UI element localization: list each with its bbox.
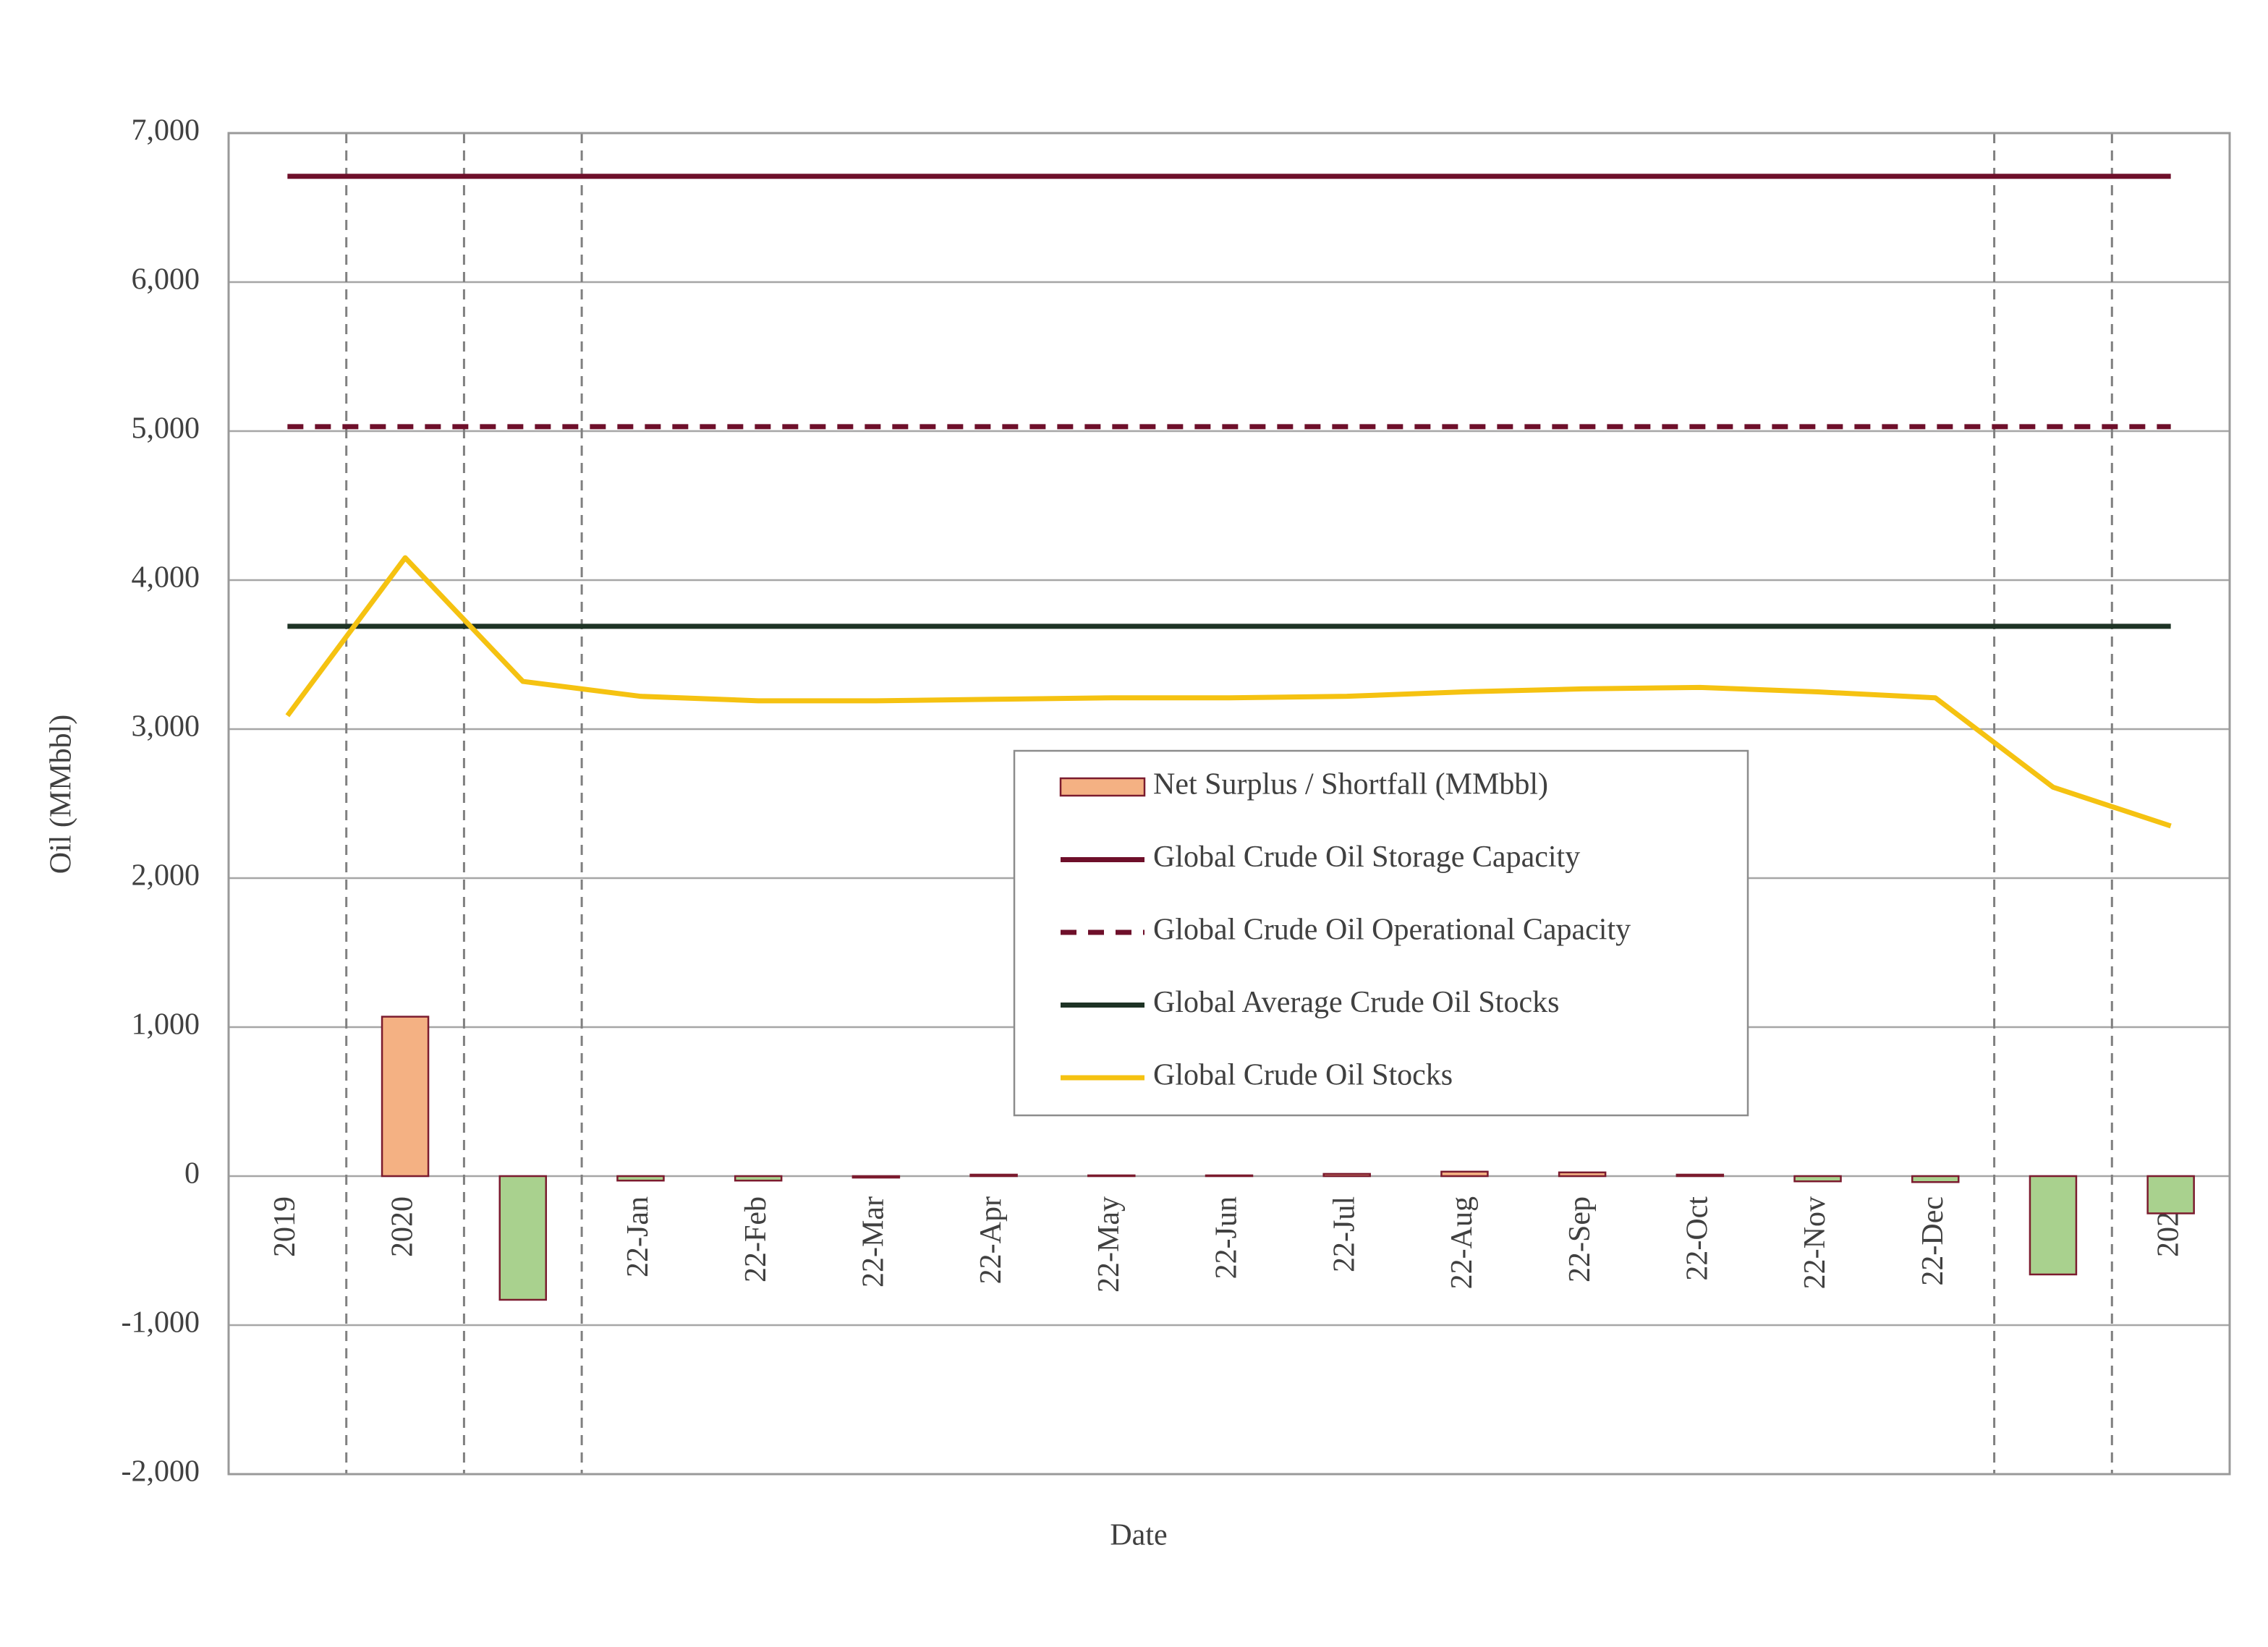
- bar: [1322, 1173, 1371, 1178]
- bar: [1205, 1174, 1254, 1178]
- y-tick-label: 4,000: [132, 561, 200, 595]
- x-tick-label: 22-Sep: [1563, 1196, 1597, 1282]
- y-tick-label: -1,000: [122, 1306, 200, 1340]
- bar: [2029, 1175, 2078, 1276]
- y-tick-label: 5,000: [132, 412, 200, 446]
- y-tick-label: 7,000: [132, 114, 200, 148]
- x-tick-label: 2020: [386, 1196, 420, 1257]
- bar: [616, 1175, 665, 1182]
- y-tick-label: 1,000: [132, 1008, 200, 1042]
- legend-box: [1013, 749, 1749, 1117]
- legend-label: Net Surplus / Shortfall (MMbbl): [1153, 768, 1548, 801]
- bar: [498, 1175, 548, 1301]
- legend-label: Global Crude Oil Storage Capacity: [1153, 840, 1580, 874]
- bar: [1558, 1171, 1607, 1178]
- bar: [1675, 1173, 1725, 1178]
- plot-frame: [227, 132, 2231, 1476]
- y-tick-label: -2,000: [122, 1455, 200, 1489]
- x-tick-label: 22-Dec: [1916, 1196, 1950, 1286]
- x-tick-label: 22-Jun: [1210, 1196, 1244, 1279]
- bar: [1440, 1170, 1489, 1178]
- x-tick-label: 22-May: [1092, 1196, 1126, 1293]
- x-axis-label: Date: [1110, 1519, 1167, 1552]
- bar: [851, 1175, 901, 1179]
- bar: [969, 1173, 1018, 1178]
- bar: [2146, 1175, 2195, 1214]
- x-tick-label: 22-Mar: [857, 1196, 891, 1288]
- x-tick-label: 22-Jan: [621, 1196, 655, 1277]
- bar: [1911, 1175, 1960, 1183]
- x-tick-label: 22-Apr: [974, 1196, 1008, 1284]
- legend-label: Global Average Crude Oil Stocks: [1153, 986, 1559, 1019]
- line: [285, 555, 2172, 829]
- x-tick-label: 22-Oct: [1681, 1196, 1714, 1281]
- bar: [734, 1175, 783, 1182]
- x-tick-label: 22-Feb: [739, 1196, 773, 1282]
- legend-label: Global Crude Oil Operational Capacity: [1153, 914, 1631, 947]
- x-tick-label: 2019: [268, 1196, 302, 1257]
- y-tick-label: 6,000: [132, 263, 200, 297]
- legend-swatch: [1059, 777, 1146, 797]
- y-tick-label: 0: [184, 1157, 200, 1191]
- bar: [1793, 1175, 1842, 1183]
- y-tick-label: 2,000: [132, 859, 200, 893]
- legend-label: Global Crude Oil Stocks: [1153, 1059, 1453, 1092]
- bar: [381, 1016, 430, 1178]
- bar: [1087, 1174, 1136, 1178]
- y-axis-label: Oil (MMbbl): [45, 715, 78, 874]
- x-tick-label: 22-Nov: [1798, 1196, 1832, 1289]
- x-tick-label: 22-Aug: [1445, 1196, 1479, 1289]
- x-tick-label: 22-Jul: [1328, 1196, 1361, 1272]
- y-tick-label: 3,000: [132, 710, 200, 744]
